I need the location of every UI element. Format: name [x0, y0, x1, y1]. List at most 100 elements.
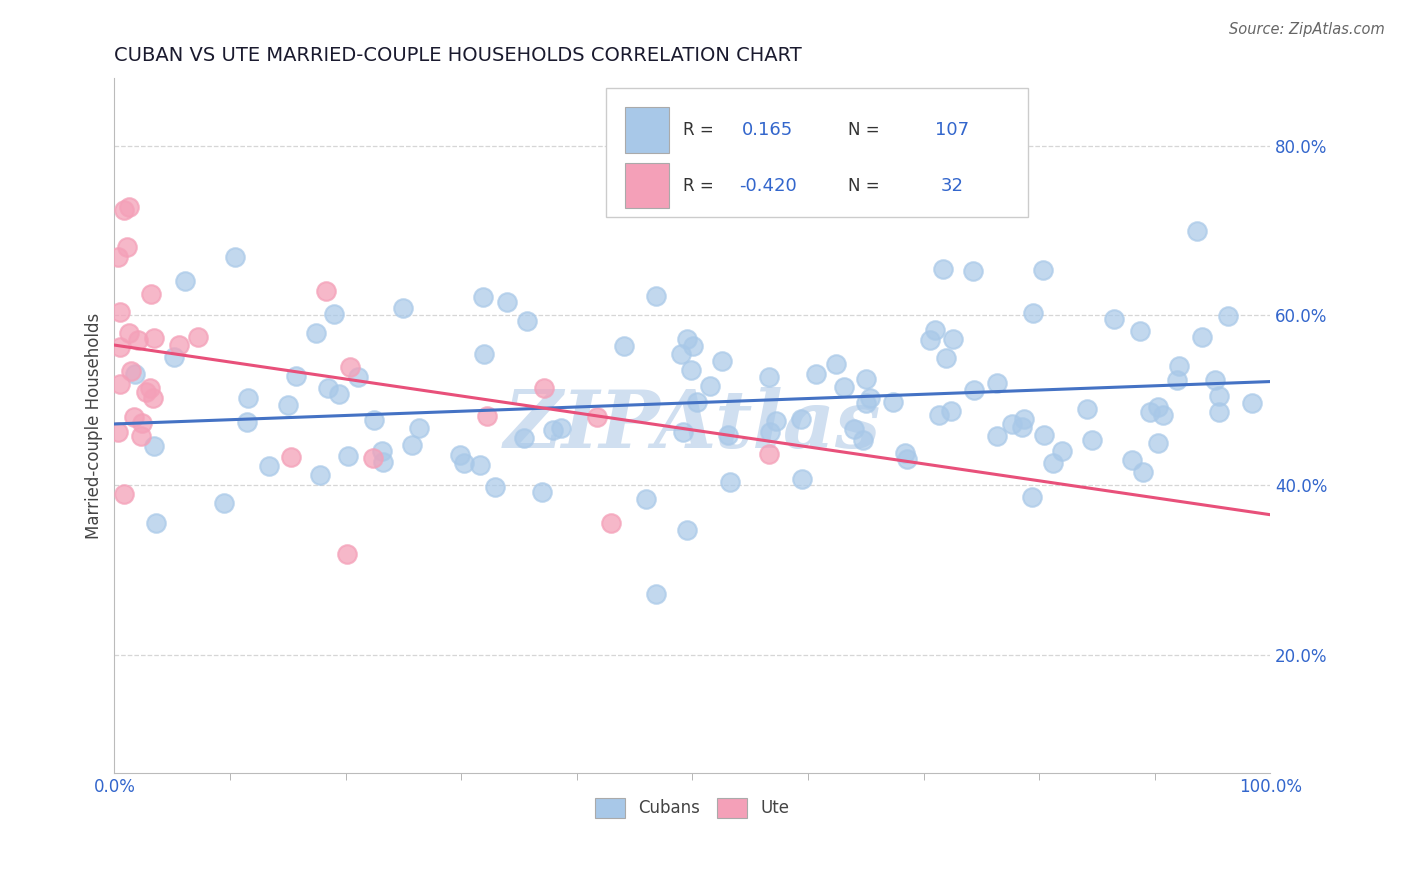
Point — [832, 380, 855, 394]
Point — [163, 350, 186, 364]
Point — [484, 480, 506, 494]
Point — [939, 404, 962, 418]
Point — [599, 516, 621, 531]
Text: Source: ZipAtlas.com: Source: ZipAtlas.com — [1229, 22, 1385, 37]
Point — [142, 439, 165, 453]
Point — [339, 359, 361, 374]
Point — [453, 456, 475, 470]
Point — [1042, 456, 1064, 470]
Point — [472, 289, 495, 303]
Point — [1191, 330, 1213, 344]
Point — [676, 523, 699, 537]
Point — [852, 433, 875, 447]
Point — [1050, 444, 1073, 458]
Point — [1021, 306, 1043, 320]
Point — [513, 431, 536, 445]
Point — [882, 395, 904, 409]
Point — [758, 370, 780, 384]
Point — [962, 264, 984, 278]
Point — [1185, 224, 1208, 238]
Point — [1021, 490, 1043, 504]
Point — [1102, 312, 1125, 326]
Point — [758, 447, 780, 461]
Point — [120, 364, 142, 378]
Point — [142, 391, 165, 405]
Text: 107: 107 — [935, 121, 970, 139]
Point — [1208, 405, 1230, 419]
Point — [963, 383, 986, 397]
Text: N =: N = — [848, 121, 880, 139]
Point — [1121, 453, 1143, 467]
Point — [224, 250, 246, 264]
Point — [308, 467, 330, 482]
Point — [124, 368, 146, 382]
Point — [686, 394, 709, 409]
Point — [1152, 408, 1174, 422]
Point — [107, 250, 129, 264]
Point — [392, 301, 415, 315]
Point — [842, 422, 865, 436]
Point — [1001, 417, 1024, 432]
Point — [855, 396, 877, 410]
Point — [401, 438, 423, 452]
Point — [112, 487, 135, 501]
Point — [676, 332, 699, 346]
Point — [323, 307, 346, 321]
Point — [129, 429, 152, 443]
Point — [1129, 324, 1152, 338]
Point — [107, 425, 129, 439]
Point — [117, 240, 139, 254]
Point — [108, 377, 131, 392]
Point — [644, 587, 666, 601]
Point — [285, 368, 308, 383]
Point — [711, 353, 734, 368]
Point — [315, 284, 337, 298]
Text: 0.165: 0.165 — [742, 121, 793, 139]
Point — [328, 386, 350, 401]
Point — [986, 429, 1008, 443]
Y-axis label: Married-couple Households: Married-couple Households — [86, 312, 103, 539]
Text: N =: N = — [848, 177, 880, 194]
Point — [1011, 419, 1033, 434]
Point — [495, 295, 517, 310]
Point — [1168, 359, 1191, 373]
Point — [825, 357, 848, 371]
Point — [1032, 263, 1054, 277]
Point — [280, 450, 302, 465]
Point — [135, 385, 157, 400]
Point — [1132, 465, 1154, 479]
Point — [346, 369, 368, 384]
Point — [858, 392, 880, 406]
Point — [613, 339, 636, 353]
Point — [110, 340, 132, 354]
Text: R =: R = — [683, 177, 714, 194]
Point — [699, 379, 721, 393]
Point — [305, 326, 328, 340]
Point — [477, 409, 499, 423]
Point — [531, 484, 554, 499]
Point — [679, 363, 702, 377]
Point — [141, 286, 163, 301]
Text: CUBAN VS UTE MARRIED-COUPLE HOUSEHOLDS CORRELATION CHART: CUBAN VS UTE MARRIED-COUPLE HOUSEHOLDS C… — [114, 46, 803, 65]
Legend: Cubans, Ute: Cubans, Ute — [589, 791, 796, 824]
Point — [212, 496, 235, 510]
Point — [474, 347, 496, 361]
Point — [118, 326, 141, 340]
Point — [145, 516, 167, 530]
Point — [371, 455, 394, 469]
Point — [1147, 401, 1170, 415]
Point — [336, 449, 359, 463]
Point — [187, 330, 209, 344]
Point — [855, 372, 877, 386]
Point — [1240, 396, 1263, 410]
Point — [765, 414, 787, 428]
Point — [127, 333, 149, 347]
Point — [924, 323, 946, 337]
Point — [235, 415, 257, 429]
Point — [336, 547, 359, 561]
Point — [1012, 411, 1035, 425]
Point — [316, 381, 339, 395]
Point — [672, 425, 695, 439]
FancyBboxPatch shape — [626, 163, 669, 209]
Point — [942, 332, 965, 346]
